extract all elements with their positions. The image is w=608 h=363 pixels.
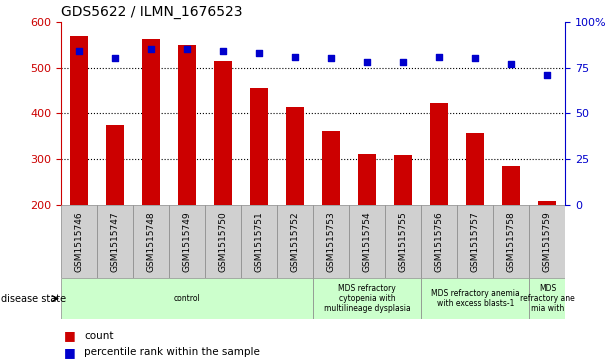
Bar: [70, 36, 88, 205]
Point: [110, 56, 120, 61]
Point: [146, 46, 156, 52]
FancyBboxPatch shape: [493, 205, 530, 278]
FancyBboxPatch shape: [277, 205, 313, 278]
Point: [254, 50, 264, 56]
Bar: [358, 154, 376, 205]
Text: GDS5622 / ILMN_1676523: GDS5622 / ILMN_1676523: [61, 5, 243, 19]
Text: GSM1515758: GSM1515758: [507, 211, 516, 272]
Text: GSM1515759: GSM1515759: [543, 211, 552, 272]
FancyBboxPatch shape: [169, 205, 205, 278]
Point: [362, 59, 372, 65]
Bar: [502, 166, 520, 205]
Text: percentile rank within the sample: percentile rank within the sample: [84, 347, 260, 357]
FancyBboxPatch shape: [61, 278, 313, 319]
Bar: [466, 133, 485, 205]
FancyBboxPatch shape: [385, 205, 421, 278]
FancyBboxPatch shape: [241, 205, 277, 278]
Bar: [322, 131, 340, 205]
Point: [542, 72, 552, 78]
FancyBboxPatch shape: [97, 205, 133, 278]
Text: GSM1515753: GSM1515753: [326, 211, 336, 272]
Bar: [430, 103, 448, 205]
Bar: [214, 61, 232, 205]
FancyBboxPatch shape: [421, 205, 457, 278]
Text: GSM1515757: GSM1515757: [471, 211, 480, 272]
FancyBboxPatch shape: [530, 205, 565, 278]
Bar: [106, 125, 124, 205]
Point: [218, 48, 228, 54]
FancyBboxPatch shape: [530, 278, 565, 319]
FancyBboxPatch shape: [133, 205, 169, 278]
FancyBboxPatch shape: [313, 205, 349, 278]
Text: ■: ■: [64, 329, 75, 342]
Bar: [539, 200, 556, 205]
Point: [506, 61, 516, 67]
Point: [290, 54, 300, 60]
Text: count: count: [84, 331, 114, 341]
FancyBboxPatch shape: [421, 278, 530, 319]
Bar: [178, 45, 196, 205]
Text: GSM1515755: GSM1515755: [399, 211, 408, 272]
Text: GSM1515747: GSM1515747: [111, 211, 119, 272]
FancyBboxPatch shape: [61, 205, 97, 278]
Text: ■: ■: [64, 346, 75, 359]
Text: disease state: disease state: [1, 294, 66, 303]
Text: GSM1515746: GSM1515746: [74, 211, 83, 272]
Point: [434, 54, 444, 60]
FancyBboxPatch shape: [313, 278, 421, 319]
Bar: [394, 155, 412, 205]
FancyBboxPatch shape: [349, 205, 385, 278]
Text: GSM1515750: GSM1515750: [218, 211, 227, 272]
Text: GSM1515751: GSM1515751: [255, 211, 263, 272]
Text: GSM1515752: GSM1515752: [291, 211, 300, 272]
Text: control: control: [174, 294, 200, 303]
Text: MDS refractory
cytopenia with
multilineage dysplasia: MDS refractory cytopenia with multilinea…: [324, 284, 410, 314]
Point: [471, 56, 480, 61]
Point: [398, 59, 408, 65]
Bar: [286, 107, 304, 205]
Bar: [142, 39, 160, 205]
Point: [182, 46, 192, 52]
Point: [326, 56, 336, 61]
Point: [74, 48, 84, 54]
Text: GSM1515754: GSM1515754: [363, 211, 371, 272]
Text: GSM1515748: GSM1515748: [147, 211, 156, 272]
Text: MDS refractory anemia
with excess blasts-1: MDS refractory anemia with excess blasts…: [431, 289, 520, 308]
FancyBboxPatch shape: [205, 205, 241, 278]
FancyBboxPatch shape: [457, 205, 493, 278]
Text: GSM1515749: GSM1515749: [182, 211, 192, 272]
Bar: [250, 88, 268, 205]
Text: GSM1515756: GSM1515756: [435, 211, 444, 272]
Text: MDS
refractory ane
mia with: MDS refractory ane mia with: [520, 284, 575, 314]
